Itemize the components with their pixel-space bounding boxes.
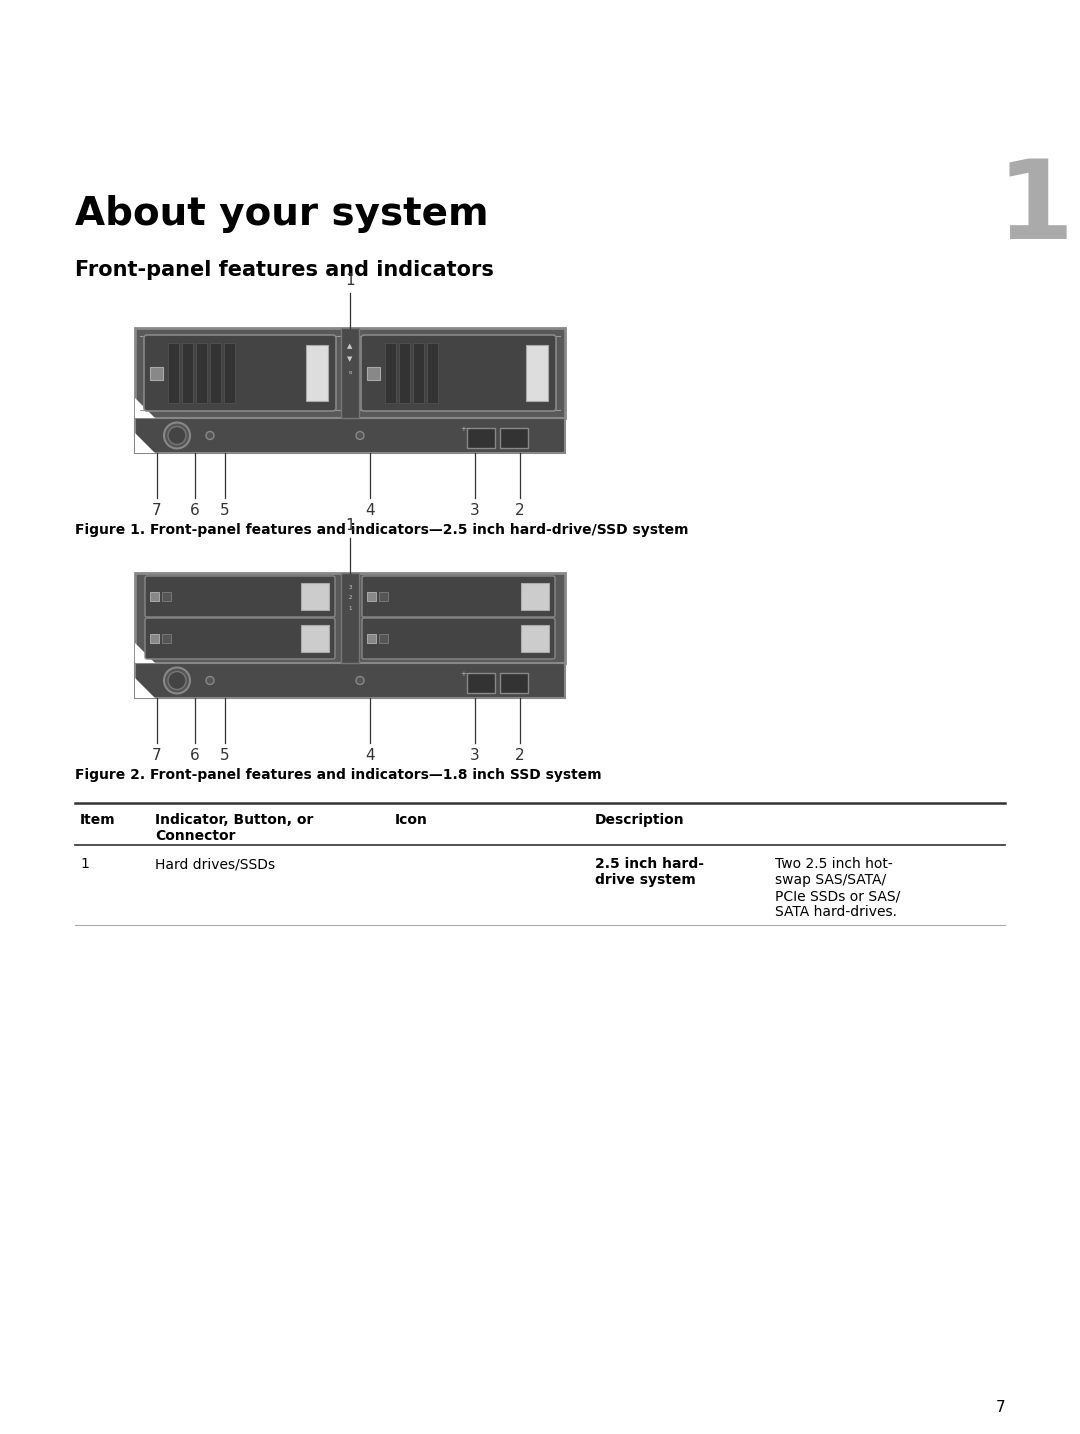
Bar [367, 592, 376, 601]
Bar [150, 592, 159, 601]
Text: 6: 6 [190, 503, 200, 518]
Bar [367, 634, 376, 642]
Circle shape [168, 671, 186, 690]
Bar [500, 427, 528, 447]
Text: SATA hard-drives.: SATA hard-drives. [775, 905, 897, 919]
Bar [467, 673, 495, 693]
Bar [135, 663, 565, 698]
Text: About your system: About your system [75, 195, 488, 232]
Text: 1: 1 [80, 858, 89, 870]
Text: o: o [349, 370, 352, 376]
Text: 2: 2 [515, 749, 525, 763]
Bar [150, 634, 159, 642]
Text: 2: 2 [348, 595, 352, 599]
Text: 7: 7 [996, 1400, 1005, 1415]
Bar [301, 584, 329, 609]
Text: 3: 3 [348, 585, 352, 589]
FancyBboxPatch shape [144, 336, 336, 412]
Bar [521, 584, 549, 609]
Circle shape [356, 677, 364, 684]
Text: 2: 2 [515, 503, 525, 518]
Circle shape [164, 667, 190, 694]
Circle shape [164, 423, 190, 449]
Polygon shape [135, 642, 156, 663]
Bar [379, 634, 388, 642]
Bar [399, 343, 410, 403]
FancyBboxPatch shape [362, 576, 555, 617]
Polygon shape [135, 678, 156, 698]
Bar [162, 592, 171, 601]
Bar [379, 592, 388, 601]
Bar [367, 367, 380, 380]
Polygon shape [135, 433, 156, 453]
Bar [150, 367, 163, 380]
Text: swap SAS/SATA/: swap SAS/SATA/ [775, 873, 886, 888]
Bar [306, 346, 328, 402]
FancyBboxPatch shape [145, 576, 335, 617]
Text: +··: +·· [460, 426, 471, 432]
Text: Indicator, Button, or: Indicator, Button, or [156, 813, 313, 827]
Circle shape [356, 432, 364, 439]
Text: Hard drives/SSDs: Hard drives/SSDs [156, 858, 275, 870]
Text: drive system: drive system [595, 873, 696, 888]
Bar [467, 427, 495, 447]
Text: Connector: Connector [156, 829, 235, 843]
Circle shape [168, 426, 186, 445]
Text: Item: Item [80, 813, 116, 827]
Text: Front-panel features and indicators: Front-panel features and indicators [75, 260, 494, 280]
Text: 1: 1 [346, 518, 355, 533]
Text: 7: 7 [152, 749, 162, 763]
Bar [183, 343, 193, 403]
FancyBboxPatch shape [361, 336, 556, 412]
Circle shape [206, 432, 214, 439]
Bar [224, 343, 235, 403]
Bar [195, 343, 207, 403]
Text: ▲: ▲ [348, 343, 353, 348]
Text: PCIe SSDs or SAS/: PCIe SSDs or SAS/ [775, 889, 901, 903]
Bar [168, 343, 179, 403]
Text: 1: 1 [997, 155, 1074, 262]
Text: 6: 6 [190, 749, 200, 763]
Text: 5: 5 [220, 749, 230, 763]
Bar [413, 343, 424, 403]
Text: 4: 4 [365, 503, 375, 518]
Text: Figure 2. Front-panel features and indicators—1.8 inch SSD system: Figure 2. Front-panel features and indic… [75, 769, 602, 782]
FancyBboxPatch shape [362, 618, 555, 660]
Text: 1: 1 [348, 607, 352, 611]
Circle shape [206, 677, 214, 684]
Bar [301, 625, 329, 652]
Text: Icon: Icon [395, 813, 428, 827]
Bar [341, 328, 359, 417]
Text: 3: 3 [470, 749, 480, 763]
Bar [384, 343, 396, 403]
Bar [135, 574, 565, 663]
Polygon shape [135, 399, 156, 417]
Text: 4: 4 [365, 749, 375, 763]
Text: Description: Description [595, 813, 685, 827]
Text: 5: 5 [220, 503, 230, 518]
Bar [521, 625, 549, 652]
Text: 3: 3 [470, 503, 480, 518]
Text: Two 2.5 inch hot-: Two 2.5 inch hot- [775, 858, 893, 870]
Bar [210, 343, 221, 403]
Text: 7: 7 [152, 503, 162, 518]
Text: 1: 1 [346, 272, 355, 288]
Text: 2.5 inch hard-: 2.5 inch hard- [595, 858, 704, 870]
Bar [162, 634, 171, 642]
Bar [500, 673, 528, 693]
Text: ▼: ▼ [348, 356, 353, 361]
Text: +··: +·· [460, 671, 471, 677]
Bar [135, 417, 565, 453]
Bar [427, 343, 438, 403]
Bar [341, 574, 359, 663]
Bar [135, 328, 565, 417]
Bar [526, 346, 548, 402]
FancyBboxPatch shape [145, 618, 335, 660]
Text: Figure 1. Front-panel features and indicators—2.5 inch hard-drive/SSD system: Figure 1. Front-panel features and indic… [75, 523, 689, 536]
